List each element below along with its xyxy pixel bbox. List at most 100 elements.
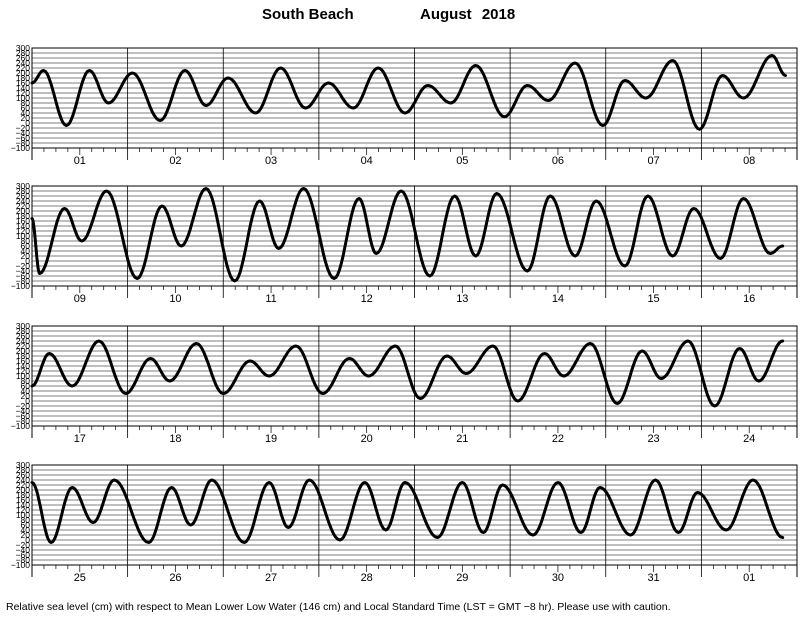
y-tick-label: 40 (21, 525, 31, 535)
day-label: 18 (169, 433, 181, 445)
y-tick-label: 140 (16, 83, 30, 93)
y-tick-label: 20 (21, 251, 31, 261)
y-tick-label: 260 (16, 470, 30, 480)
y-tick-label: 280 (16, 326, 30, 336)
y-tick-label: 120 (16, 366, 30, 376)
y-tick-label: 260 (16, 331, 30, 341)
tide-curve (30, 187, 785, 283)
y-tick-label: 60 (21, 103, 31, 113)
day-label: 21 (456, 433, 468, 445)
y-tick-label: 160 (16, 495, 30, 505)
y-tick-label: −40 (16, 406, 31, 416)
day-label: 15 (647, 293, 659, 305)
tide-charts: 3002802602402202001801601401201008060402… (11, 43, 798, 584)
y-tick-label: 220 (16, 201, 30, 211)
y-tick-label: 60 (21, 520, 31, 530)
footer-note: Relative sea level (cm) with respect to … (6, 601, 671, 613)
day-label: 10 (169, 293, 181, 305)
y-tick-label: 220 (16, 480, 30, 490)
y-tick-label: −80 (16, 276, 31, 286)
y-tick-label: −100 (11, 560, 30, 570)
y-tick-label: 280 (16, 48, 30, 58)
y-tick-label: 180 (16, 490, 30, 500)
day-label: 24 (743, 433, 755, 445)
y-tick-label: 40 (21, 246, 31, 256)
tide-curve (30, 339, 785, 408)
panel-1: 3002802602402202001801601401201008060402… (11, 43, 798, 167)
y-tick-label: 140 (16, 221, 30, 231)
y-tick-label: 140 (16, 361, 30, 371)
day-label: 07 (647, 155, 659, 167)
y-tick-label: 120 (16, 88, 30, 98)
y-tick-label: 220 (16, 63, 30, 73)
y-tick-label: 100 (16, 510, 30, 520)
y-tick-label: 120 (16, 226, 30, 236)
day-label: 26 (169, 572, 181, 584)
y-tick-label: 220 (16, 341, 30, 351)
day-label: 28 (361, 572, 373, 584)
chart-title-row: South Beach August 2018 (0, 6, 800, 28)
y-tick-label: −80 (16, 555, 31, 565)
y-tick-label: −100 (11, 143, 30, 153)
y-tick-label: 0 (25, 118, 30, 128)
y-tick-label: −60 (16, 271, 31, 281)
y-tick-label: 180 (16, 351, 30, 361)
y-tick-label: 180 (16, 73, 30, 83)
day-label: 01 (743, 572, 755, 584)
y-tick-label: 80 (21, 98, 31, 108)
day-label: 06 (552, 155, 564, 167)
day-label: 13 (456, 293, 468, 305)
day-label: 09 (74, 293, 86, 305)
day-label: 23 (647, 433, 659, 445)
day-label: 14 (552, 293, 564, 305)
y-tick-label: 160 (16, 78, 30, 88)
y-tick-label: 280 (16, 186, 30, 196)
panel-frame (31, 185, 798, 287)
y-tick-label: 80 (21, 376, 31, 386)
y-tick-label: 60 (21, 241, 31, 251)
y-tick-label: 20 (21, 113, 31, 123)
tide-curve (30, 54, 787, 131)
y-tick-label: −60 (16, 550, 31, 560)
y-tick-label: 180 (16, 211, 30, 221)
day-label: 17 (74, 433, 86, 445)
y-tick-label: 100 (16, 231, 30, 241)
y-tick-label: 240 (16, 58, 30, 68)
day-label: 25 (74, 572, 86, 584)
day-label: 20 (361, 433, 373, 445)
y-tick-label: 260 (16, 191, 30, 201)
y-tick-label: 120 (16, 505, 30, 515)
y-tick-label: 260 (16, 53, 30, 63)
y-tick-label: 60 (21, 381, 31, 391)
panel-3: 3002802602402202001801601401201008060402… (11, 321, 798, 445)
day-label: 01 (74, 155, 86, 167)
y-tick-label: −40 (16, 266, 31, 276)
y-tick-label: −60 (16, 411, 31, 421)
y-tick-label: 240 (16, 336, 30, 346)
y-tick-label: 100 (16, 371, 30, 381)
panel-frame (31, 325, 798, 427)
day-label: 05 (456, 155, 468, 167)
y-tick-label: 20 (21, 530, 31, 540)
panel-frame (31, 47, 798, 149)
day-label: 31 (647, 572, 659, 584)
y-tick-label: 40 (21, 386, 31, 396)
y-tick-label: 280 (16, 465, 30, 475)
y-tick-label: 80 (21, 515, 31, 525)
y-tick-label: 300 (16, 321, 30, 331)
day-label: 04 (361, 155, 373, 167)
y-tick-label: −40 (16, 128, 31, 138)
day-label: 29 (456, 572, 468, 584)
y-tick-label: 300 (16, 460, 30, 470)
day-label: 30 (552, 572, 564, 584)
panel-4: 3002802602402202001801601401201008060402… (11, 460, 798, 584)
station-title: South Beach (262, 6, 354, 23)
y-tick-label: 200 (16, 206, 30, 216)
y-tick-label: 40 (21, 108, 31, 118)
day-label: 02 (169, 155, 181, 167)
y-tick-label: 300 (16, 43, 30, 53)
y-tick-label: 0 (25, 396, 30, 406)
y-tick-label: −20 (16, 401, 31, 411)
y-tick-label: 200 (16, 485, 30, 495)
month-year-title: August 2018 (420, 6, 516, 23)
